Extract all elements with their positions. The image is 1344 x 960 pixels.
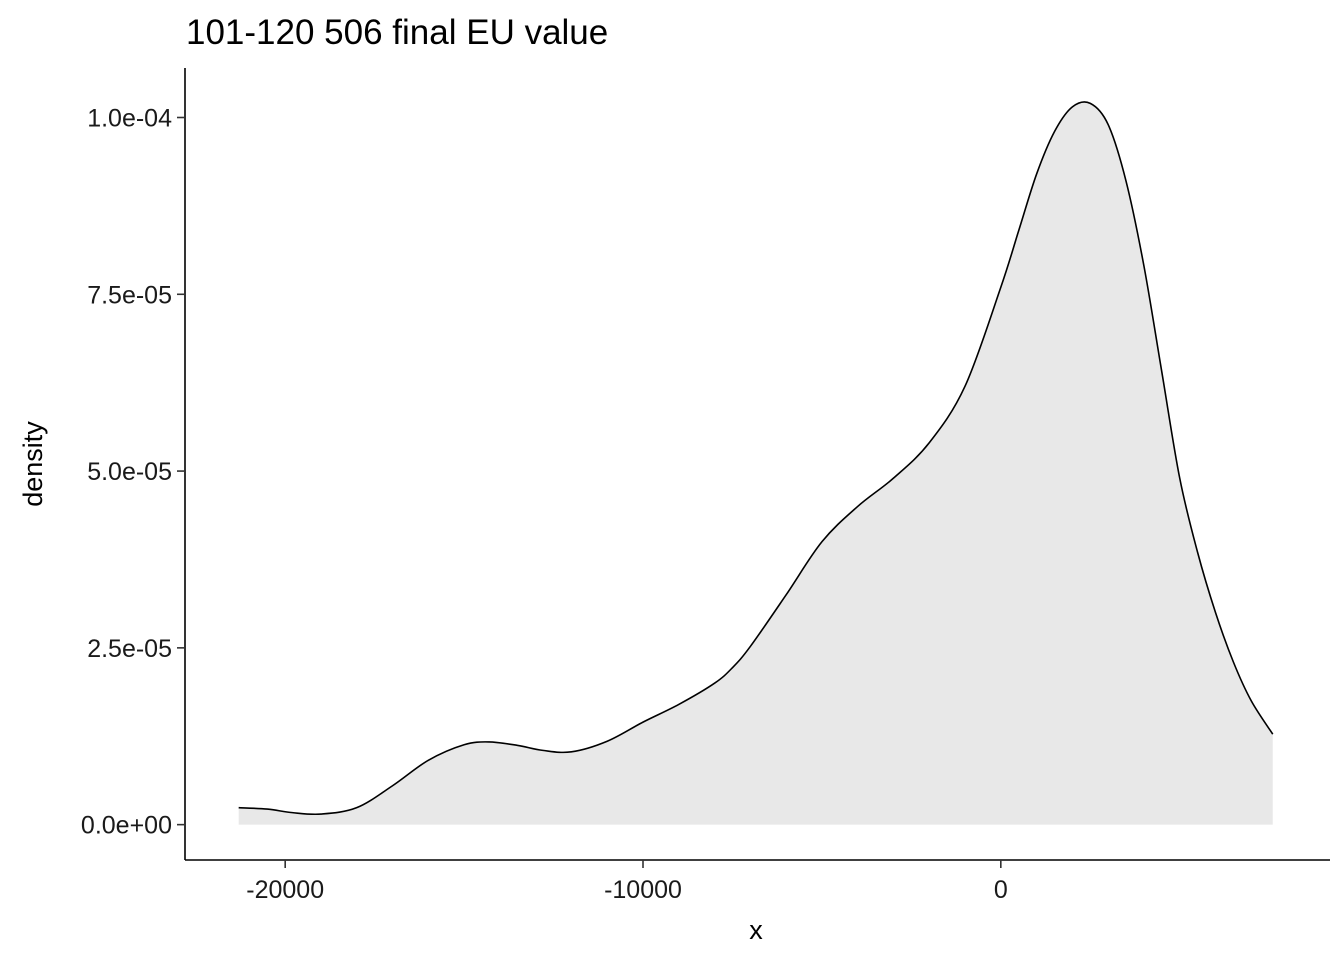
x-axis-title: x	[749, 915, 763, 945]
density-area	[238, 101, 1273, 825]
x-tick-label: -10000	[604, 876, 682, 904]
y-axis-title: density	[18, 421, 48, 507]
y-tick-label: 2.5e-05	[87, 635, 172, 663]
y-tick-label: 0.0e+00	[81, 812, 172, 840]
chart-title: 101-120 506 final EU value	[186, 13, 608, 52]
x-tick-label: -20000	[246, 876, 324, 904]
y-tick-label: 7.5e-05	[87, 281, 172, 309]
plot-area	[238, 101, 1274, 825]
y-tick-label: 1.0e-04	[87, 105, 172, 133]
density-curve	[238, 101, 1274, 816]
axes: 0.0e+00 2.5e-05 5.0e-05 7.5e-05 1.0e-04 -2000…	[81, 68, 1330, 904]
y-tick-label: 5.0e-05	[87, 458, 172, 486]
x-tick-label: 0	[994, 876, 1008, 904]
